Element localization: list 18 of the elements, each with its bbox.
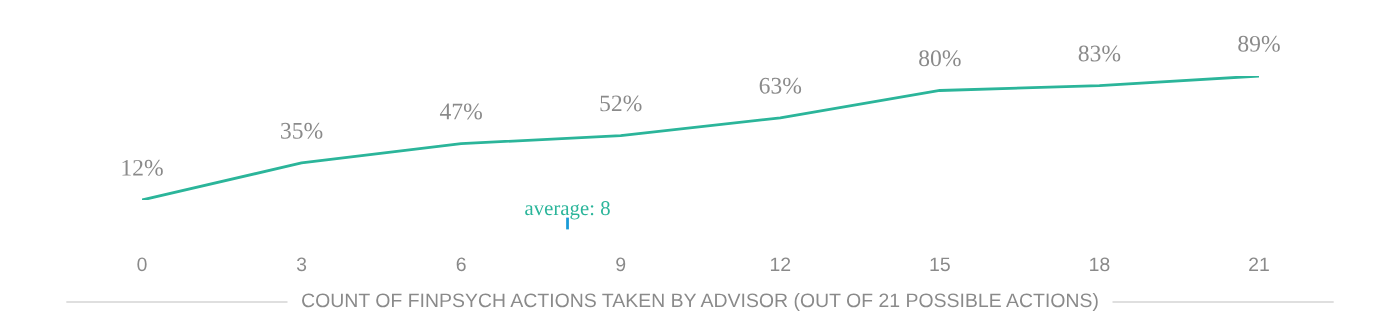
x-tick-label: 3 — [296, 257, 307, 272]
data-label: 80% — [919, 50, 961, 67]
x-tick-label: 18 — [1090, 257, 1110, 272]
data-label: 47% — [439, 103, 482, 120]
x-tick-label: 0 — [137, 257, 147, 272]
data-label: 83% — [1078, 45, 1121, 62]
data-label: 35% — [281, 122, 323, 139]
x-tick-label: 21 — [1249, 257, 1269, 272]
x-tick-label: 15 — [930, 257, 950, 272]
x-tick-label: 6 — [456, 257, 466, 272]
data-label: 89% — [1238, 35, 1280, 52]
data-label: 63% — [759, 77, 802, 94]
data-label: 52% — [600, 95, 642, 112]
data-label: 12% — [122, 159, 163, 176]
x-axis-title: COUNT OF FINPSYCH ACTIONS TAKEN BY ADVISOR (OUT OF 21 POSSIBLE ACTIONS) — [302, 292, 1098, 312]
x-tick-label: 12 — [770, 257, 791, 272]
ref-line-label: average: 8 — [525, 201, 610, 220]
x-tick-label: 9 — [616, 257, 626, 272]
